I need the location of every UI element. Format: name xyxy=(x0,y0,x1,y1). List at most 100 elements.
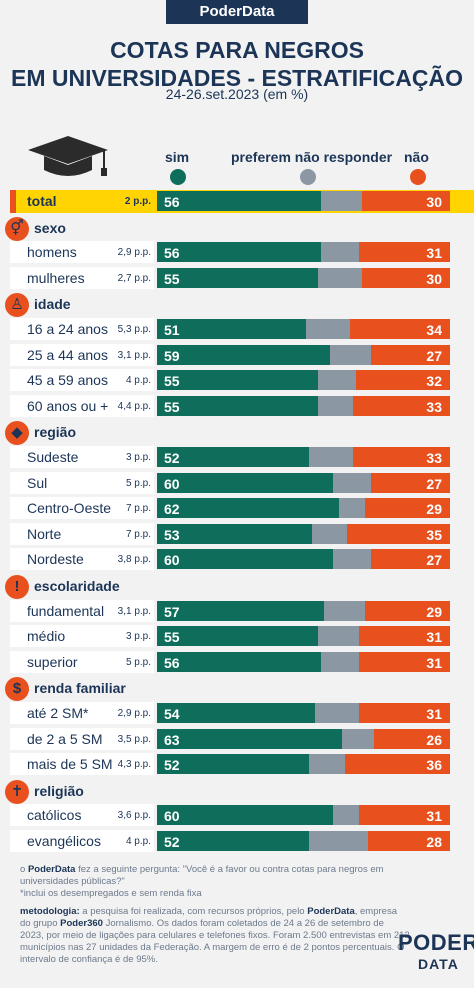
bar-nao xyxy=(367,831,450,851)
bar-nao xyxy=(373,728,450,749)
value-nao: 33 xyxy=(426,450,442,466)
value-sim: 56 xyxy=(164,654,180,671)
footer: o PoderData fez a seguinte pergunta: "Vo… xyxy=(20,864,410,972)
bar-preferem xyxy=(324,600,366,621)
margin-of-error: 3 p.p. xyxy=(125,452,151,463)
dollar-icon: $ xyxy=(5,677,29,702)
margin-of-error: 3 p.p. xyxy=(125,631,151,643)
row-label: 60 anos ou + xyxy=(27,397,109,414)
bar-sim xyxy=(157,754,310,775)
row-background xyxy=(10,599,154,622)
row-background xyxy=(10,241,154,264)
bar-nao xyxy=(359,242,450,263)
bar-preferem xyxy=(341,728,374,749)
margin-of-error: 3,1 p.p. xyxy=(117,605,151,617)
logo-line-1: PODER xyxy=(398,930,474,955)
margin-of-error: 2,7 p.p. xyxy=(117,272,151,284)
value-nao: 30 xyxy=(426,270,442,287)
value-sim: 60 xyxy=(164,808,180,825)
bar-preferem xyxy=(318,395,354,416)
row-label: 16 a 24 anos xyxy=(27,321,108,337)
bar-preferem xyxy=(332,549,371,570)
bar-preferem xyxy=(315,703,360,723)
value-nao: 32 xyxy=(426,373,442,390)
row-background xyxy=(10,522,154,545)
bar-preferem xyxy=(329,344,371,365)
method-text-2: , empresa do grupo xyxy=(20,906,397,929)
section-title: religião xyxy=(34,782,84,799)
bar-sim xyxy=(157,831,310,851)
row-background xyxy=(10,702,154,724)
row-background xyxy=(10,830,154,852)
bar-nao xyxy=(359,626,450,647)
value-sim: 59 xyxy=(164,347,180,364)
brand-badge: PoderData xyxy=(166,0,308,24)
margin-of-error: 4,4 p.p. xyxy=(117,400,151,412)
value-sim: 52 xyxy=(164,834,180,850)
chart-subtitle: 24-26.set.2023 (em %) xyxy=(165,86,309,102)
bar-sim xyxy=(157,370,319,391)
margin-of-error: 3,6 p.p. xyxy=(117,810,151,822)
value-sim: 52 xyxy=(164,450,180,466)
row-background xyxy=(10,471,154,494)
margin-of-error: 2,9 p.p. xyxy=(117,247,151,259)
value-sim: 63 xyxy=(164,731,180,748)
bar-sim xyxy=(157,267,319,288)
bar-nao xyxy=(359,651,450,672)
bar-nao xyxy=(362,191,450,211)
value-sim: 51 xyxy=(164,322,180,338)
bar-sim xyxy=(157,626,319,647)
legend-dot-sim xyxy=(170,169,186,185)
section-title: região xyxy=(34,424,77,441)
value-nao: 31 xyxy=(426,654,442,671)
bar-nao xyxy=(344,754,450,775)
value-sim: 55 xyxy=(164,270,180,287)
row-background xyxy=(10,650,154,673)
row-label: Centro-Oeste xyxy=(27,500,112,517)
legend-label-sim: sim xyxy=(165,149,190,165)
row-label: mais de 5 SM xyxy=(27,756,113,773)
row-background xyxy=(10,625,154,648)
bar-preferem xyxy=(306,319,351,339)
value-sim: 56 xyxy=(164,245,180,262)
question-note: o PoderData fez a seguinte pergunta: "Vo… xyxy=(20,864,384,887)
row-label: Sudeste xyxy=(27,449,79,465)
gender-icon: ⚥ xyxy=(5,216,29,241)
bar-nao xyxy=(365,600,450,621)
bar-sim xyxy=(157,523,313,544)
legend-label-preferem: preferem não responder xyxy=(231,149,393,165)
bar-sim xyxy=(157,728,342,749)
row-label: 25 a 44 anos xyxy=(27,346,108,363)
bar-sim xyxy=(157,447,310,467)
chart-title: COTAS PARA NEGROS EM UNIVERSIDADES - EST… xyxy=(0,36,474,92)
margin-of-error: 5 p.p. xyxy=(125,656,151,668)
bar-nao xyxy=(370,344,450,365)
bar-sim xyxy=(157,191,322,211)
value-nao: 29 xyxy=(426,603,442,620)
value-sim: 54 xyxy=(164,706,180,722)
bar-preferem xyxy=(321,651,360,672)
logo-line-2: DATA xyxy=(418,956,459,972)
bar-nao xyxy=(370,472,450,493)
row-label: médio xyxy=(27,628,66,645)
row-label: até 2 SM* xyxy=(27,705,89,721)
value-nao: 33 xyxy=(426,398,442,415)
legend-dot-nao xyxy=(410,169,426,185)
bar-nao xyxy=(353,395,450,416)
value-nao: 31 xyxy=(426,706,442,722)
section-title: idade xyxy=(34,296,71,313)
bar-preferem xyxy=(321,242,360,263)
bar-sim xyxy=(157,549,333,570)
poderdata-logo: PODER DATA xyxy=(398,930,474,972)
bar-sim xyxy=(157,242,322,263)
value-sim: 55 xyxy=(164,373,180,390)
row-background xyxy=(10,343,154,366)
bar-sim xyxy=(157,472,333,493)
margin-of-error: 4 p.p. xyxy=(125,375,151,387)
cross-icon: ✝ xyxy=(5,779,29,804)
row-background xyxy=(10,497,154,520)
value-sim: 62 xyxy=(164,501,180,518)
row-label: de 2 a 5 SM xyxy=(27,730,103,747)
bar-preferem xyxy=(338,498,366,519)
